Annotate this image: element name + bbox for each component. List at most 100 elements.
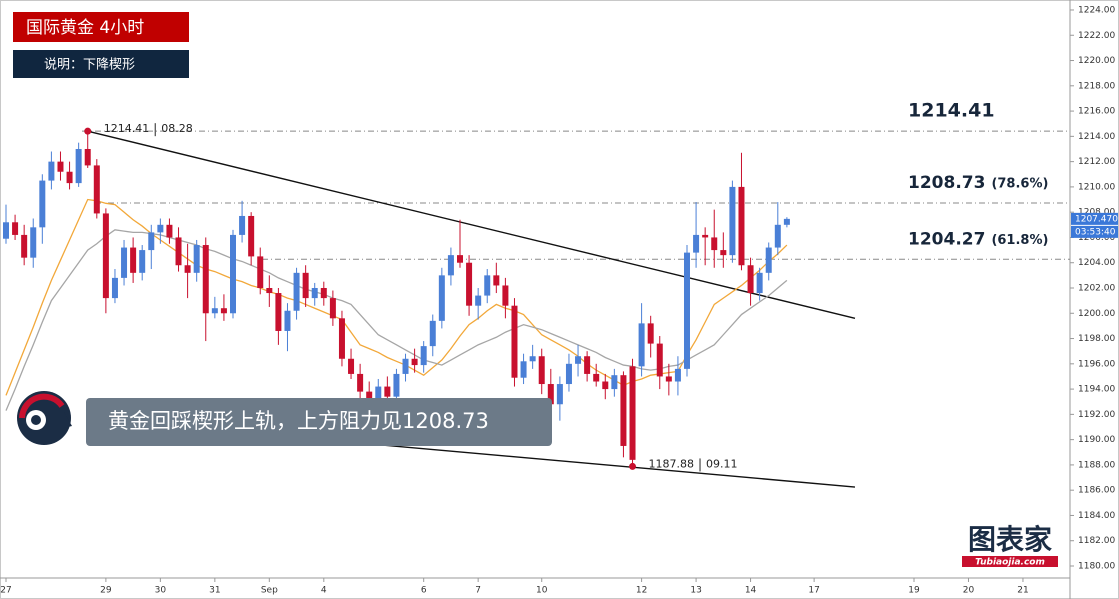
candle-body (720, 250, 727, 256)
candle-body (438, 275, 445, 321)
candle-body (84, 148, 91, 166)
y-tick-label: 1218.00 (1078, 81, 1115, 91)
candle-body (493, 275, 500, 286)
y-tick-label: 1224.00 (1078, 5, 1115, 15)
level-label: 1204.27 (908, 229, 985, 249)
candle-body (3, 222, 9, 239)
subtitle-box (13, 50, 189, 78)
point-price: 1187.88 (649, 457, 695, 470)
candle-body (284, 310, 291, 331)
x-tick-label: 12 (636, 586, 647, 596)
candle-body (75, 148, 82, 184)
moving-average (5, 198, 788, 396)
candle-body (211, 308, 218, 314)
candle-body (475, 295, 482, 306)
candle-body (148, 232, 155, 251)
candle-body (665, 376, 672, 382)
candle-body (348, 358, 355, 374)
countdown-tag (1071, 225, 1118, 238)
candle-body (220, 308, 227, 314)
price-tag (1071, 212, 1118, 225)
candle-body (693, 234, 700, 253)
countdown: 03:53:40 (1075, 227, 1116, 237)
candle-body (338, 318, 345, 359)
candle-body (411, 358, 418, 366)
candle-body (121, 247, 128, 278)
candle-body (674, 368, 681, 382)
candle-body (311, 287, 318, 299)
candle-body (39, 180, 46, 228)
candle-body (139, 250, 146, 273)
y-tick-label: 1214.00 (1078, 132, 1115, 142)
x-tick-label: 7 (475, 586, 481, 596)
candle-body (575, 356, 582, 364)
y-tick-label: 1186.00 (1078, 486, 1115, 496)
candle-body (783, 218, 790, 225)
candle-body (366, 391, 373, 400)
y-tick-label: 1194.00 (1078, 385, 1115, 395)
candle-body (484, 275, 491, 296)
candle-body (102, 213, 109, 299)
x-tick-label: 27 (0, 586, 11, 596)
level-ratio: (78.6%) (991, 176, 1048, 191)
level-label: 1208.73 (908, 173, 985, 193)
logo-site: Tubiaojia.com (975, 558, 1045, 568)
x-tick-label: 21 (1017, 586, 1028, 596)
candle-body (384, 386, 391, 397)
candle-body (747, 265, 754, 294)
y-tick-label: 1198.00 (1078, 334, 1115, 344)
y-tick-label: 1196.00 (1078, 359, 1115, 369)
candle-body (457, 255, 463, 263)
candle-body (611, 375, 618, 390)
y-tick-label: 1190.00 (1078, 435, 1115, 445)
candle-body (511, 305, 518, 378)
x-tick-label: 19 (908, 586, 920, 596)
candle-body (647, 323, 654, 344)
candle-body (638, 323, 645, 367)
annotation: 黄金回踩楔形上轨，上方阻力见1208.73 (108, 409, 489, 433)
candle-body (538, 356, 545, 385)
candle-body (320, 287, 327, 299)
point-date: 09.11 (706, 457, 738, 470)
y-tick-label: 1220.00 (1078, 56, 1115, 66)
candle-body (66, 171, 73, 184)
y-tick-label: 1202.00 (1078, 283, 1115, 293)
candle-body (257, 256, 264, 288)
y-tick-label: 1180.00 (1078, 562, 1115, 572)
candle-body (21, 234, 28, 258)
x-tick-label: 4 (321, 586, 327, 596)
candle-body (230, 234, 236, 314)
y-tick-label: 1206.00 (1078, 233, 1115, 243)
candle-body (175, 237, 182, 266)
candle-body (729, 186, 736, 256)
candle-body (429, 320, 436, 347)
candle-body (93, 165, 100, 214)
trendline (87, 130, 856, 320)
y-tick-label: 1200.00 (1078, 309, 1115, 319)
candle-body (48, 161, 55, 181)
candle-body (12, 222, 19, 235)
candle-body (357, 373, 364, 392)
subtitle: 说明：下降楔形 (44, 58, 135, 73)
x-tick-label: 13 (690, 586, 701, 596)
candle-body (502, 285, 509, 306)
candle-body (466, 262, 473, 306)
candle-body (275, 293, 282, 331)
y-tick-label: 1184.00 (1078, 511, 1115, 521)
candle-body (375, 386, 382, 400)
candle-body (166, 224, 173, 238)
chart-title: 国际黄金 4小时 (26, 18, 144, 38)
x-tick-label: 30 (155, 586, 167, 596)
trendline (360, 442, 856, 488)
candle-body (520, 361, 527, 378)
y-tick-label: 1208.00 (1078, 208, 1115, 218)
logo-name: 图表家 (968, 523, 1052, 556)
candle-body (266, 287, 273, 294)
candle-body (111, 277, 118, 299)
price-tag-label: 1207.470 (1075, 214, 1118, 224)
candle-body (393, 373, 400, 397)
y-tick-label: 1204.00 (1078, 258, 1115, 268)
x-tick-label: 17 (808, 586, 819, 596)
